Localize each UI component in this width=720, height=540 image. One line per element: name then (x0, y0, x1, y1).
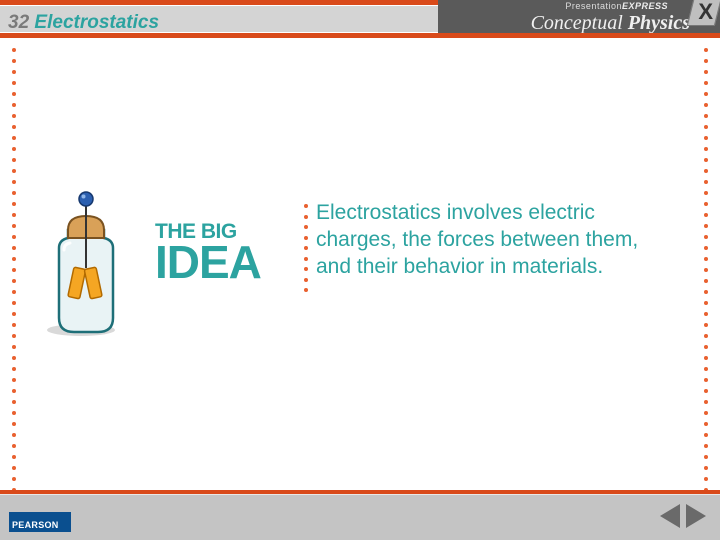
chapter-label: 32 Electrostatics (8, 12, 159, 34)
close-button[interactable]: X (698, 0, 713, 25)
book-title: Conceptual Physics (531, 12, 690, 35)
prev-button[interactable] (660, 504, 680, 528)
nav-arrows (660, 504, 706, 528)
publisher-logo: PEARSON (9, 512, 71, 532)
chapter-title: Electrostatics (34, 12, 159, 33)
body-text: Electrostatics involves electric charges… (316, 200, 666, 281)
footer-bar: PEARSON (0, 494, 720, 540)
big-idea-line2: IDEA (155, 244, 261, 282)
big-idea-heading: THE BIG IDEA (155, 220, 261, 282)
center-dot-divider (304, 204, 308, 299)
next-button[interactable] (686, 504, 706, 528)
electroscope-illustration (34, 190, 144, 340)
chapter-number: 32 (8, 12, 29, 33)
brand-presentation-express: PresentationEXPRESS (565, 1, 668, 11)
